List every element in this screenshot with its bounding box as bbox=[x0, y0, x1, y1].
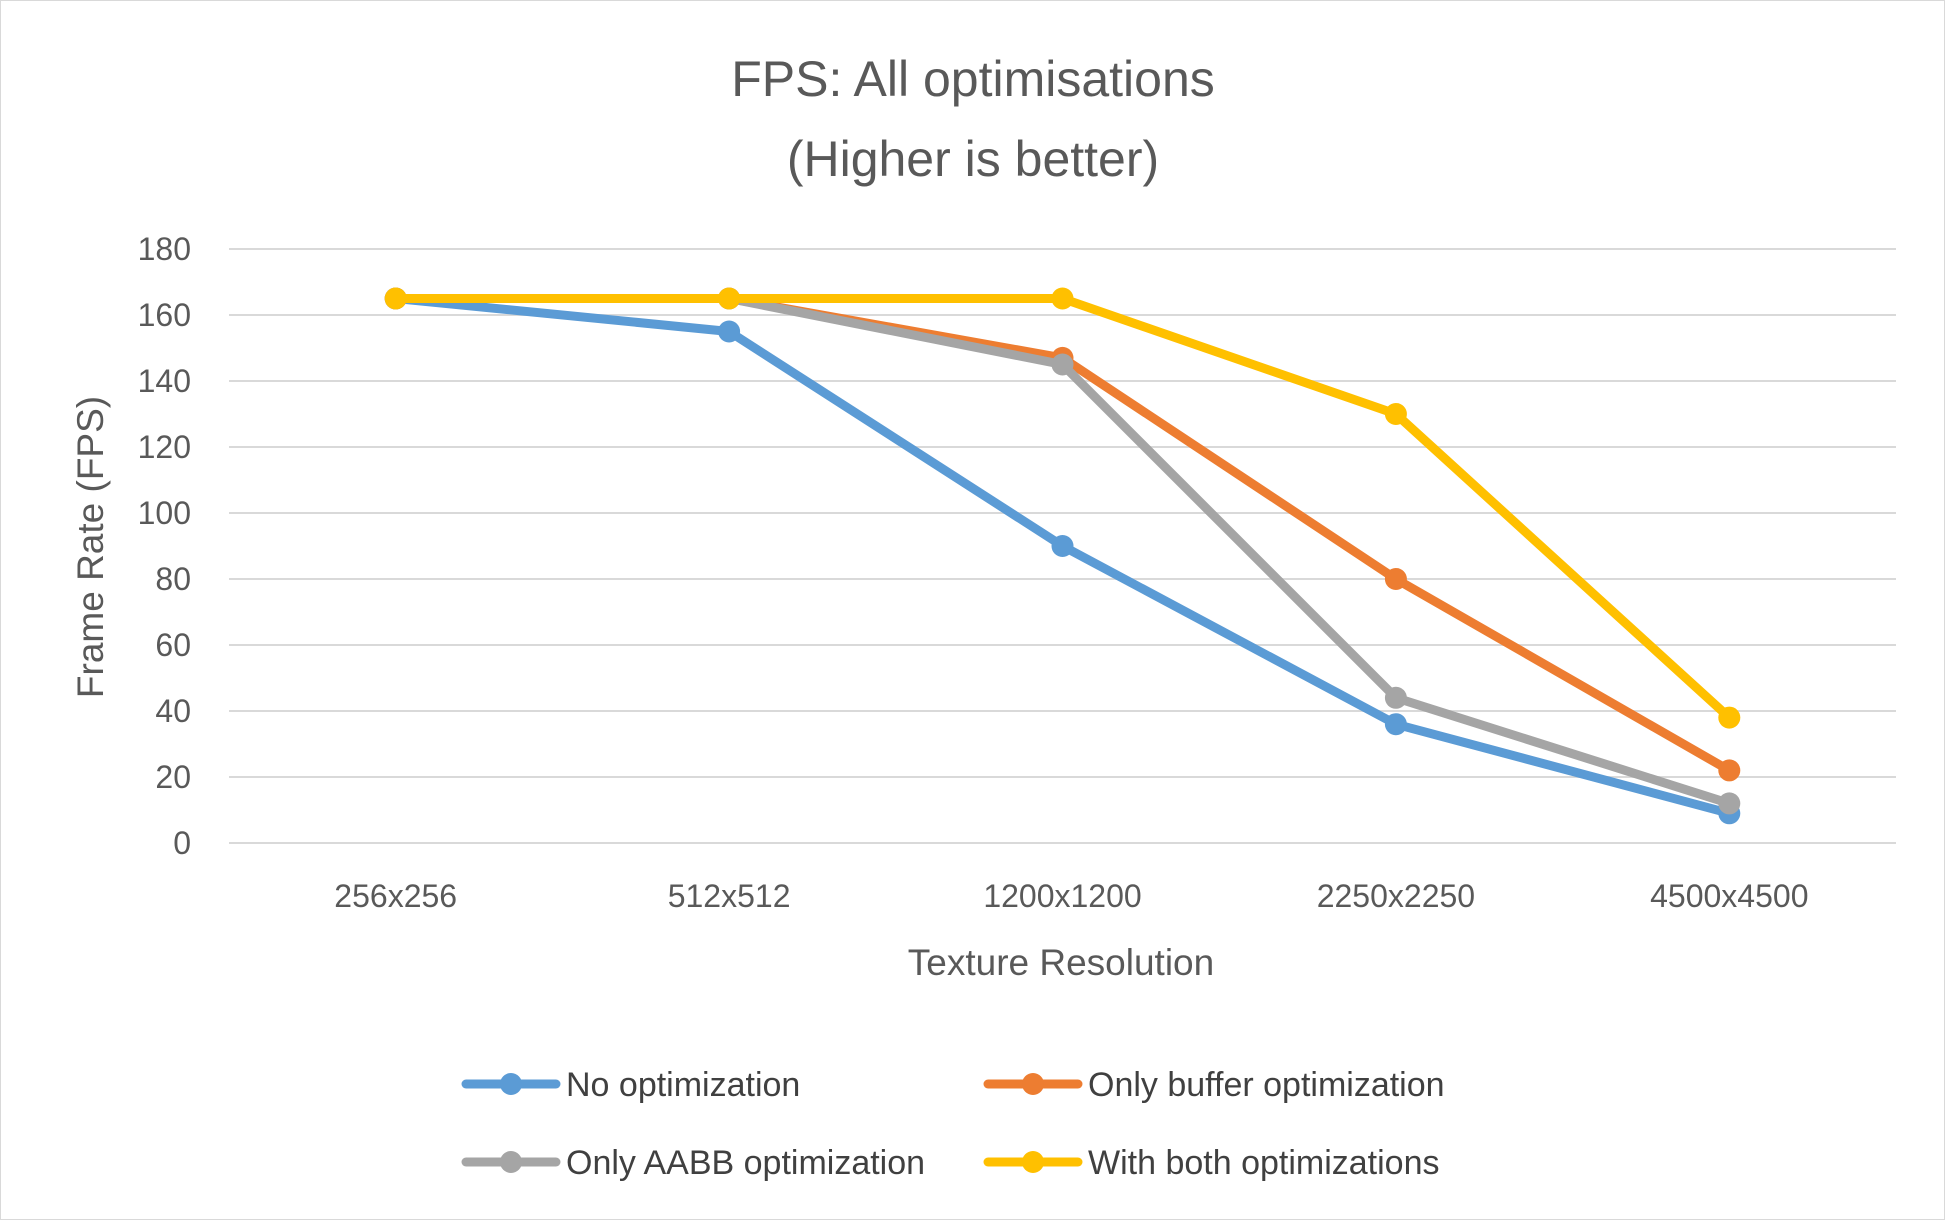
data-point bbox=[1384, 713, 1407, 736]
data-point bbox=[718, 320, 741, 343]
x-tick-label: 256x256 bbox=[334, 878, 457, 914]
legend-item-1: Only buffer optimization bbox=[983, 1066, 1445, 1104]
y-tick-label: 60 bbox=[155, 627, 191, 663]
series-3 bbox=[384, 287, 1741, 729]
y-tick-label: 20 bbox=[155, 759, 191, 795]
x-axis-ticks: 256x256 512x512 1200x1200 2250x2250 4500x450… bbox=[334, 878, 1808, 914]
legend-swatch-marker bbox=[1022, 1151, 1044, 1173]
series-group bbox=[384, 287, 1741, 825]
legend-label: Only AABB optimization bbox=[566, 1144, 925, 1182]
y-tick-label: 120 bbox=[138, 429, 191, 465]
chart-title-line-1: FPS: All optimisations bbox=[731, 51, 1215, 107]
y-tick-label: 100 bbox=[138, 495, 191, 531]
data-point bbox=[1718, 792, 1741, 815]
legend-label: Only buffer optimization bbox=[1088, 1066, 1445, 1104]
y-axis-ticks: 0 20 40 60 80 100 120 140 160 180 bbox=[138, 231, 191, 861]
legend-label: With both optimizations bbox=[1088, 1144, 1440, 1182]
legend-label: No optimization bbox=[566, 1066, 800, 1104]
legend-item-0: No optimization bbox=[461, 1066, 800, 1104]
data-point bbox=[384, 287, 407, 310]
legend-item-2: Only AABB optimization bbox=[461, 1144, 925, 1182]
y-tick-label: 160 bbox=[138, 297, 191, 333]
chart-title-line-2: (Higher is better) bbox=[787, 131, 1159, 187]
data-point bbox=[1051, 287, 1074, 310]
y-tick-label: 140 bbox=[138, 363, 191, 399]
y-tick-label: 40 bbox=[155, 693, 191, 729]
data-point bbox=[1718, 759, 1741, 782]
legend: No optimization Only buffer optimization O… bbox=[461, 1066, 1445, 1182]
gridlines bbox=[229, 248, 1896, 844]
data-point bbox=[1718, 706, 1741, 729]
x-tick-label: 2250x2250 bbox=[1317, 878, 1475, 914]
data-point bbox=[1384, 686, 1407, 709]
legend-swatch-marker bbox=[500, 1151, 522, 1173]
data-point bbox=[718, 287, 741, 310]
y-axis-title: Frame Rate (FPS) bbox=[70, 396, 111, 698]
x-tick-label: 4500x4500 bbox=[1650, 878, 1808, 914]
legend-item-3: With both optimizations bbox=[983, 1144, 1440, 1182]
data-point bbox=[1384, 403, 1407, 425]
x-axis-title: Texture Resolution bbox=[908, 942, 1214, 983]
y-tick-label: 180 bbox=[138, 231, 191, 267]
y-tick-label: 80 bbox=[155, 561, 191, 597]
data-point bbox=[1384, 568, 1407, 590]
y-tick-label: 0 bbox=[173, 825, 191, 861]
legend-swatch-marker bbox=[500, 1073, 522, 1095]
legend-swatch-marker bbox=[1022, 1073, 1044, 1095]
x-tick-label: 512x512 bbox=[668, 878, 791, 914]
data-point bbox=[1051, 535, 1074, 557]
data-point bbox=[1051, 353, 1074, 376]
x-tick-label: 1200x1200 bbox=[983, 878, 1141, 914]
